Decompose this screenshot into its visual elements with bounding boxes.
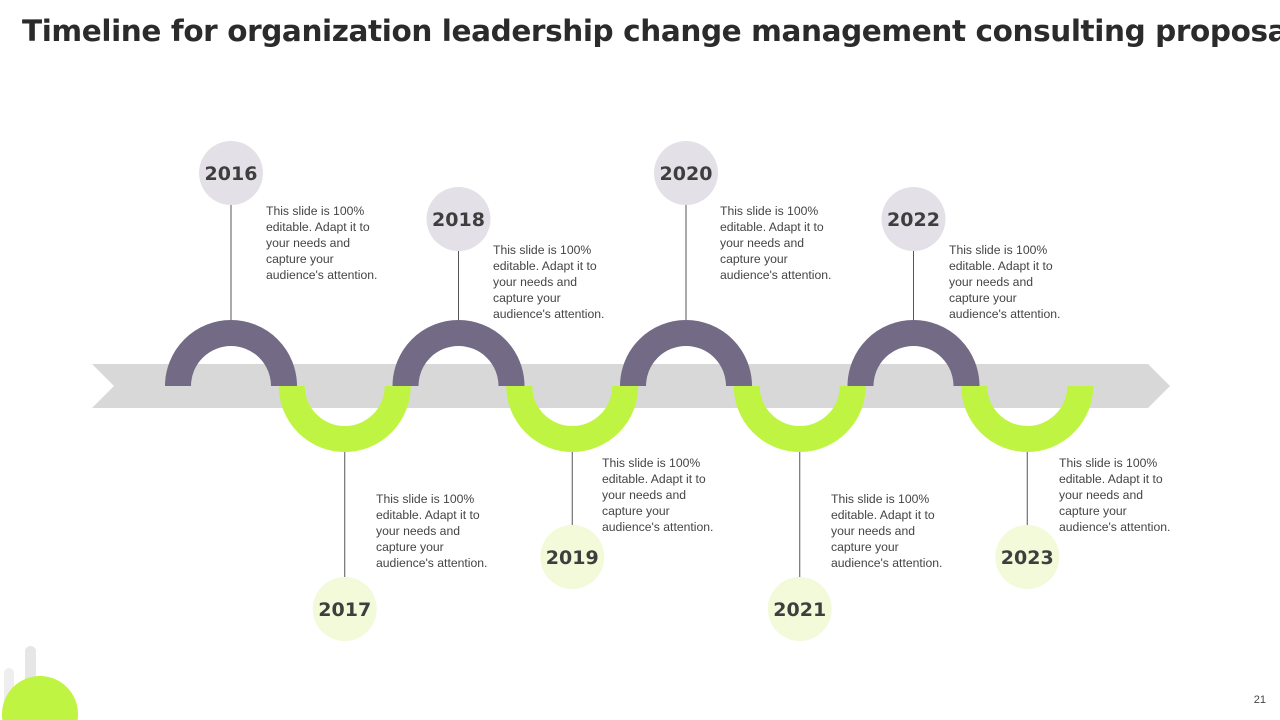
timeline-arc-2019 xyxy=(506,385,639,452)
page-number: 21 xyxy=(1253,694,1266,706)
milestone-description-2018: This slide is 100% editable. Adapt it to… xyxy=(493,243,605,321)
slide-title: Timeline for organization leadership cha… xyxy=(22,14,1280,48)
timeline-arc-2023 xyxy=(961,385,1094,452)
decor-green-circle xyxy=(2,676,78,720)
timeline-arc-2016 xyxy=(165,320,297,387)
milestone-description-2019: This slide is 100% editable. Adapt it to… xyxy=(602,456,714,534)
milestone-description-2021: This slide is 100% editable. Adapt it to… xyxy=(831,492,943,570)
milestone-badge-2017 xyxy=(312,577,377,641)
milestone-badge-2020 xyxy=(654,141,718,205)
timeline-arc-2022 xyxy=(847,320,980,387)
timeline-arc-2018 xyxy=(392,320,525,387)
milestone-year-2020: 2020 xyxy=(660,163,713,185)
milestone-badge-2021 xyxy=(767,577,832,641)
milestone-description-2022: This slide is 100% editable. Adapt it to… xyxy=(949,243,1061,321)
timeline-arc-2017 xyxy=(278,385,411,452)
milestone-year-2016: 2016 xyxy=(205,163,258,185)
milestone-year-2022: 2022 xyxy=(887,209,940,231)
milestone-year-2023: 2023 xyxy=(1001,547,1054,569)
milestone-year-2021: 2021 xyxy=(773,599,826,621)
milestone-description-2017: This slide is 100% editable. Adapt it to… xyxy=(376,492,488,570)
milestone-description-2016: This slide is 100% editable. Adapt it to… xyxy=(266,204,378,282)
milestone-badge-2019 xyxy=(540,525,605,589)
timeline-arc-2020 xyxy=(620,320,752,387)
milestone-year-2017: 2017 xyxy=(318,599,371,621)
milestone-badge-2018 xyxy=(426,187,491,251)
milestone-year-2019: 2019 xyxy=(546,547,599,569)
milestone-description-2020: This slide is 100% editable. Adapt it to… xyxy=(720,204,832,282)
timeline-arc-2021 xyxy=(733,385,866,452)
milestone-description-2023: This slide is 100% editable. Adapt it to… xyxy=(1059,456,1171,534)
milestone-badge-2022 xyxy=(881,187,946,251)
milestone-year-2018: 2018 xyxy=(432,209,485,231)
milestone-badge-2016 xyxy=(199,141,263,205)
milestone-badge-2023 xyxy=(995,525,1060,589)
corner-decoration xyxy=(2,646,78,720)
